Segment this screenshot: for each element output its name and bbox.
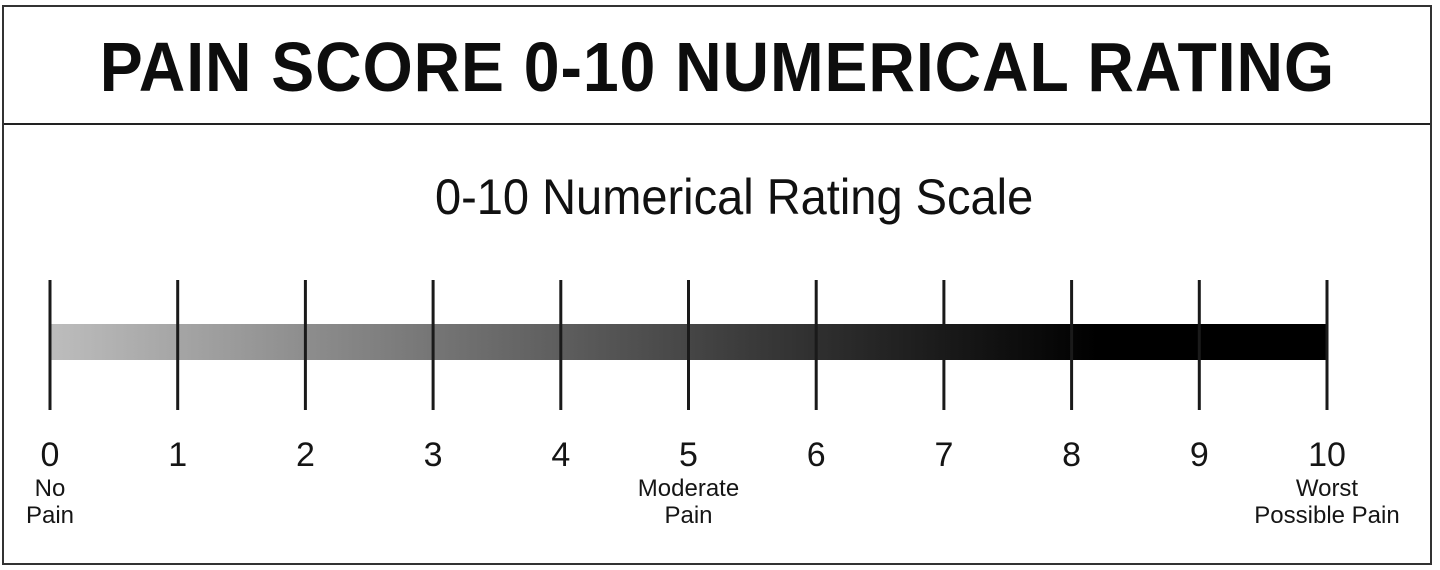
tick-label-4: 4 xyxy=(551,436,570,474)
page-title: PAIN SCORE 0-10 NUMERICAL RATING xyxy=(99,28,1335,106)
tick-label-9: 9 xyxy=(1190,436,1209,474)
tick-label-0: 0 xyxy=(41,436,60,474)
tick-label-5: 5 xyxy=(679,436,698,474)
tick-label-3: 3 xyxy=(424,436,443,474)
tick-label-10: 10 xyxy=(1308,436,1346,474)
anchor-label-0: No Pain xyxy=(26,475,74,529)
anchor-label-10: Worst Possible Pain xyxy=(1254,475,1399,529)
anchor-label-line: Pain xyxy=(26,502,74,529)
pain-scale-card: PAIN SCORE 0-10 NUMERICAL RATING xyxy=(2,5,1432,565)
tick-label-8: 8 xyxy=(1062,436,1081,474)
anchor-label-line: Worst xyxy=(1296,475,1359,502)
anchor-label-line: Possible Pain xyxy=(1254,502,1399,529)
header-band: PAIN SCORE 0-10 NUMERICAL RATING xyxy=(4,7,1430,125)
tick-label-2: 2 xyxy=(296,436,315,474)
tick-label-6: 6 xyxy=(807,436,826,474)
scale-subtitle: 0-10 Numerical Rating Scale xyxy=(434,169,1034,225)
tick-label-7: 7 xyxy=(934,436,953,474)
anchor-label-line: No xyxy=(35,475,66,502)
tick-label-1: 1 xyxy=(168,436,187,474)
anchor-label-line: Pain xyxy=(664,502,712,529)
anchor-label-line: Moderate xyxy=(638,475,739,502)
anchor-label-5: Moderate Pain xyxy=(638,475,739,529)
